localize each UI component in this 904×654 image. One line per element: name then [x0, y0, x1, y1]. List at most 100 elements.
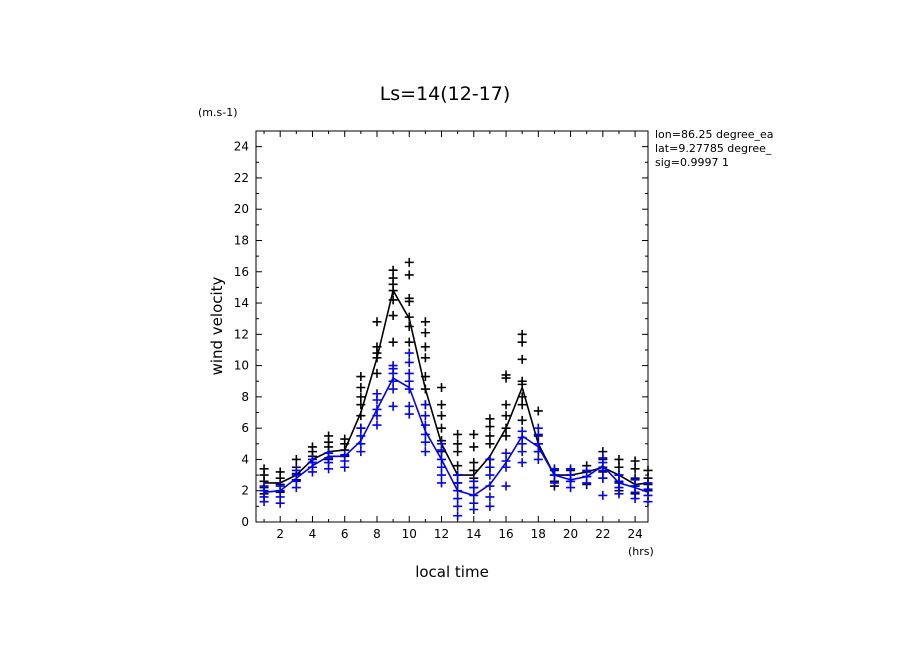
x-tick-label: 18 — [531, 527, 546, 541]
data-point — [549, 478, 559, 488]
y-tick-label: 24 — [234, 140, 249, 154]
data-point — [614, 470, 624, 480]
data-point — [517, 337, 527, 347]
data-point — [485, 414, 495, 424]
y-tick-label: 18 — [234, 233, 249, 247]
data-point — [404, 357, 414, 367]
data-point — [517, 400, 527, 410]
data-point — [437, 382, 447, 392]
data-point — [307, 442, 317, 452]
x-tick-label: 6 — [341, 527, 349, 541]
data-point — [614, 454, 624, 464]
y-tick-label: 20 — [234, 202, 249, 216]
data-point — [501, 448, 511, 458]
data-point — [630, 464, 640, 474]
data-point — [420, 342, 430, 352]
data-point — [340, 450, 350, 460]
data-point — [469, 476, 479, 486]
y-tick-label: 2 — [241, 484, 249, 498]
data-point — [437, 478, 447, 488]
data-point — [485, 454, 495, 464]
data-point — [469, 498, 479, 508]
data-point — [404, 293, 414, 303]
data-point — [404, 368, 414, 378]
data-point — [469, 458, 479, 468]
x-tick-label: 22 — [595, 527, 610, 541]
data-point — [388, 384, 398, 394]
data-point — [453, 501, 463, 511]
data-point — [501, 411, 511, 421]
data-point — [517, 329, 527, 339]
data-point — [501, 431, 511, 441]
data-point — [275, 481, 285, 491]
data-point — [404, 257, 414, 267]
data-point — [453, 470, 463, 480]
data-point — [420, 400, 430, 410]
data-point — [420, 411, 430, 421]
data-point — [404, 409, 414, 419]
data-point — [566, 464, 576, 474]
x-axis-unit: (hrs) — [628, 545, 654, 558]
data-point — [485, 470, 495, 480]
data-point — [517, 354, 527, 364]
x-tick-label: 24 — [627, 527, 642, 541]
data-point — [307, 454, 317, 464]
data-point — [485, 462, 495, 472]
data-point — [517, 376, 527, 386]
data-point — [437, 439, 447, 449]
x-axis-label: local time — [415, 563, 489, 581]
data-point — [420, 437, 430, 447]
data-point — [291, 465, 301, 475]
y-tick-label: 0 — [241, 515, 249, 529]
data-point — [453, 461, 463, 471]
data-point — [259, 464, 269, 474]
data-point — [388, 361, 398, 371]
x-tick-label: 2 — [276, 527, 284, 541]
data-point — [469, 465, 479, 475]
data-point — [437, 462, 447, 472]
data-point — [453, 447, 463, 457]
y-axis-label: wind velocity — [208, 276, 226, 375]
x-tick-label: 10 — [402, 527, 417, 541]
data-point — [501, 400, 511, 410]
data-point — [598, 490, 608, 500]
data-point — [453, 511, 463, 521]
data-point — [501, 370, 511, 380]
y-tick-label: 12 — [234, 327, 249, 341]
x-tick-label: 12 — [434, 527, 449, 541]
info-sig: sig=0.9997 1 — [655, 156, 729, 169]
data-point — [533, 406, 543, 416]
y-tick-label: 8 — [241, 390, 249, 404]
data-point — [485, 501, 495, 511]
data-point — [517, 447, 527, 457]
x-tick-label: 14 — [466, 527, 481, 541]
info-lon: lon=86.25 degree_ea — [655, 128, 774, 141]
data-point — [356, 447, 366, 457]
data-point — [437, 423, 447, 433]
data-point — [259, 481, 269, 491]
data-point — [643, 478, 653, 488]
data-point — [485, 431, 495, 441]
data-point — [485, 422, 495, 432]
data-point — [404, 270, 414, 280]
data-point — [372, 389, 382, 399]
data-point — [420, 328, 430, 338]
data-point — [533, 454, 543, 464]
series-line — [264, 376, 649, 497]
y-tick-label: 6 — [241, 421, 249, 435]
series-1 — [259, 348, 653, 521]
data-point — [388, 273, 398, 283]
data-point — [485, 492, 495, 502]
data-point — [404, 348, 414, 358]
data-point — [275, 467, 285, 477]
info-lat: lat=9.27785 degree_ — [655, 142, 772, 155]
data-point — [420, 447, 430, 457]
data-point — [324, 431, 334, 441]
data-point — [582, 465, 592, 475]
data-point — [388, 401, 398, 411]
data-point — [501, 481, 511, 491]
data-point — [437, 411, 447, 421]
y-tick-label: 4 — [241, 452, 249, 466]
